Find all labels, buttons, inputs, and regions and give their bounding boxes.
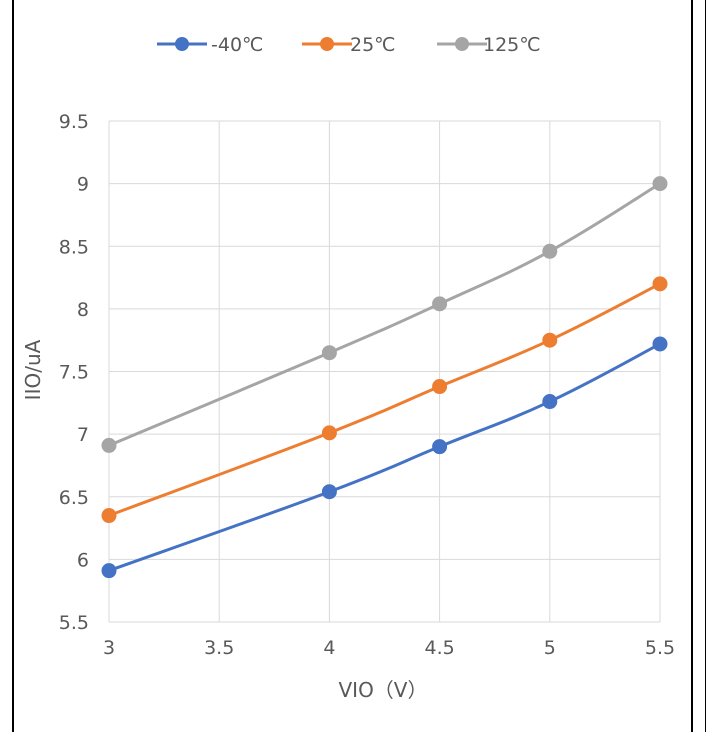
y-axis-label: IIO/uA	[21, 339, 45, 400]
y-tick-label: 9	[77, 174, 89, 196]
horizontal-gridlines	[109, 120, 660, 623]
data-point	[432, 296, 448, 312]
series-2	[101, 176, 668, 453]
y-tick-label: 9.5	[59, 111, 89, 133]
x-tick-label: 5.5	[645, 637, 675, 659]
data-point	[101, 508, 117, 524]
legend-swatch-marker	[455, 37, 469, 51]
y-tick-label: 7	[77, 424, 89, 446]
data-point	[432, 379, 448, 395]
y-tick-label: 7.5	[59, 362, 89, 384]
x-tick-label: 3	[103, 637, 115, 659]
legend-label: 25℃	[350, 34, 396, 56]
series-line	[108, 342, 661, 573]
data-point	[432, 439, 448, 455]
legend-item: 125℃	[437, 34, 541, 56]
series-line	[108, 282, 661, 517]
series-line	[108, 182, 661, 447]
data-point	[321, 345, 337, 361]
y-tick-label: 8.5	[59, 236, 89, 258]
x-axis-label: VIO（V）	[338, 678, 427, 702]
data-point	[542, 332, 558, 348]
data-point	[101, 437, 117, 453]
series-0	[101, 336, 668, 579]
x-tick-label: 3.5	[204, 637, 234, 659]
series-group	[101, 176, 668, 579]
frame-border-right-outer	[705, 0, 706, 732]
y-tick-label: 6.5	[59, 487, 89, 509]
data-point	[652, 336, 668, 352]
data-point	[652, 176, 668, 192]
x-tick-labels: 3 3.5 4 4.5 5 5.5	[103, 637, 675, 659]
legend: -40℃ 25℃ 125℃	[157, 34, 541, 56]
legend-label: -40℃	[211, 34, 263, 56]
frame-border-left	[12, 0, 14, 732]
y-tick-label: 5.5	[59, 612, 89, 634]
legend-item: 25℃	[302, 34, 396, 56]
data-point	[542, 243, 558, 259]
y-tick-label: 6	[77, 549, 89, 571]
series-1	[101, 276, 668, 524]
x-tick-label: 4.5	[424, 637, 454, 659]
legend-swatch-marker	[175, 37, 189, 51]
y-tick-label: 8	[77, 299, 89, 321]
x-tick-label: 5	[544, 637, 556, 659]
y-tick-labels: 5.5 6 6.5 7 7.5 8 8.5 9 9.5	[59, 111, 89, 634]
x-tick-label: 4	[323, 637, 335, 659]
legend-item: -40℃	[157, 34, 263, 56]
data-point	[101, 563, 117, 579]
legend-swatch-marker	[320, 37, 334, 51]
data-point	[321, 484, 337, 500]
data-point	[321, 425, 337, 441]
data-point	[542, 394, 558, 410]
legend-label: 125℃	[483, 34, 541, 56]
data-point	[652, 276, 668, 292]
frame-border-right	[691, 0, 693, 732]
